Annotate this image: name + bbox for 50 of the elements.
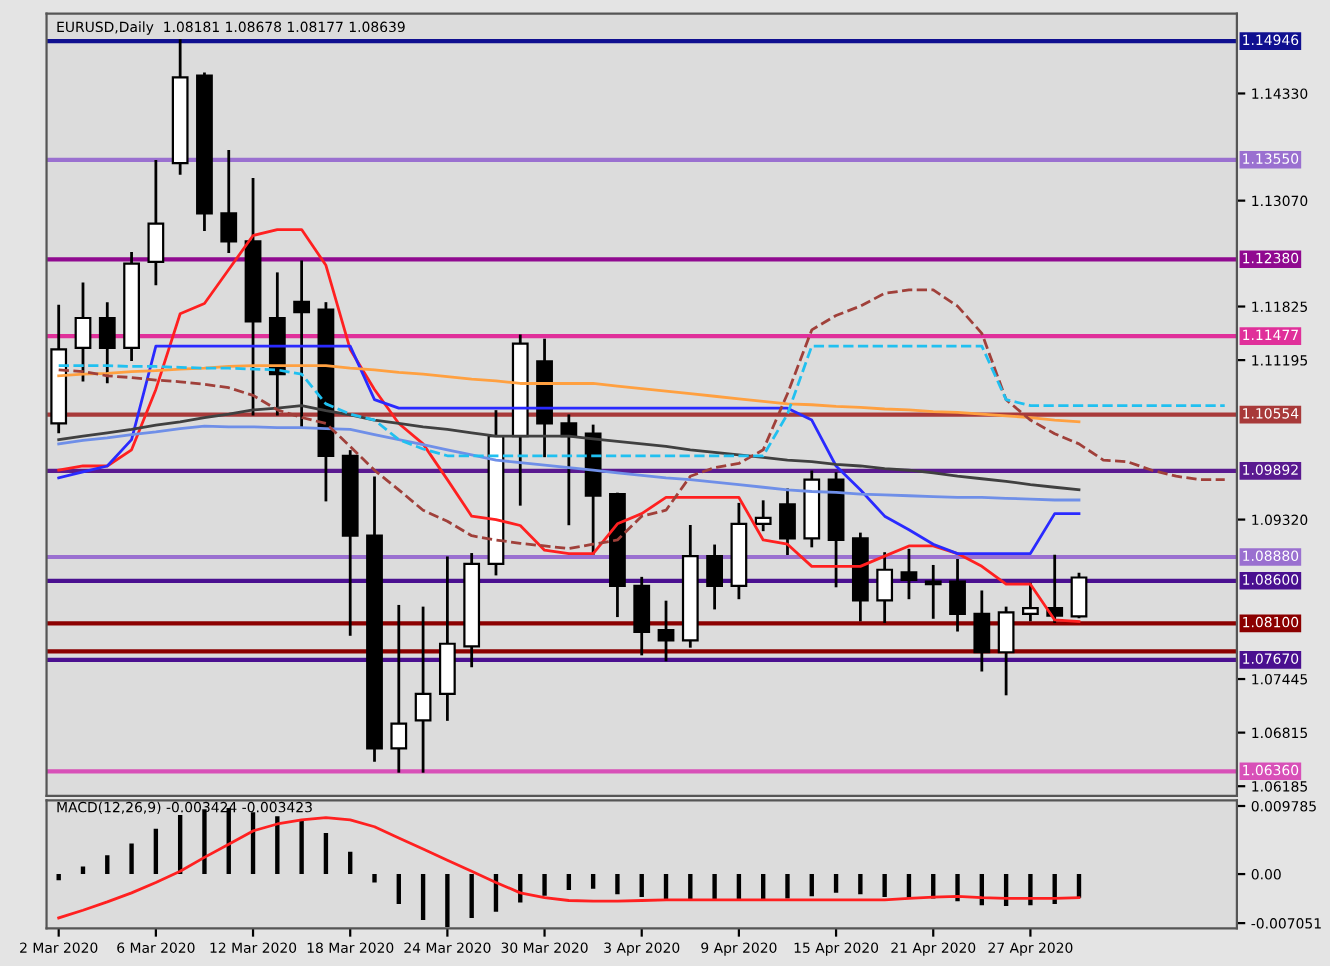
bar — [785, 874, 790, 899]
candlestick — [1022, 582, 1039, 622]
candlestick — [293, 260, 311, 428]
candlestick — [924, 564, 942, 619]
candlestick — [657, 600, 675, 662]
candlestick — [973, 590, 991, 672]
bar — [348, 851, 353, 875]
bar — [80, 866, 86, 875]
bar — [712, 874, 717, 900]
bar — [566, 874, 572, 891]
candlestick — [414, 606, 432, 773]
bar — [153, 828, 159, 875]
bar — [833, 874, 839, 893]
candlestick — [754, 500, 772, 532]
bar — [129, 843, 134, 875]
candlestick — [706, 544, 723, 610]
bar — [590, 874, 596, 889]
bar — [299, 820, 304, 875]
bar — [275, 816, 280, 875]
line-series — [57, 228, 1081, 624]
candlestick — [220, 149, 238, 254]
line-series — [57, 344, 1081, 555]
bar — [105, 855, 110, 875]
candlestick — [390, 604, 408, 773]
line-series — [57, 404, 1081, 492]
bar — [615, 874, 620, 895]
candlestick — [1070, 572, 1088, 619]
candlestick — [98, 302, 116, 384]
bar — [809, 874, 814, 897]
bar — [639, 874, 644, 898]
bar — [882, 874, 887, 898]
bar — [469, 874, 474, 918]
candlestick — [949, 559, 966, 632]
bar — [372, 874, 377, 883]
bar — [323, 833, 329, 875]
candlestick — [997, 606, 1015, 696]
candlestick — [633, 576, 651, 656]
candlestick — [74, 282, 92, 382]
bar — [420, 874, 426, 920]
bar — [396, 874, 401, 904]
candlestick — [560, 414, 578, 526]
bar — [858, 874, 863, 895]
bar — [202, 809, 207, 875]
line-series — [57, 424, 1081, 502]
line-series — [57, 816, 1081, 920]
candlestick — [147, 160, 165, 286]
candlestick — [779, 488, 796, 555]
bar — [542, 874, 547, 896]
candlestick — [876, 552, 894, 624]
candlestick — [900, 548, 918, 600]
